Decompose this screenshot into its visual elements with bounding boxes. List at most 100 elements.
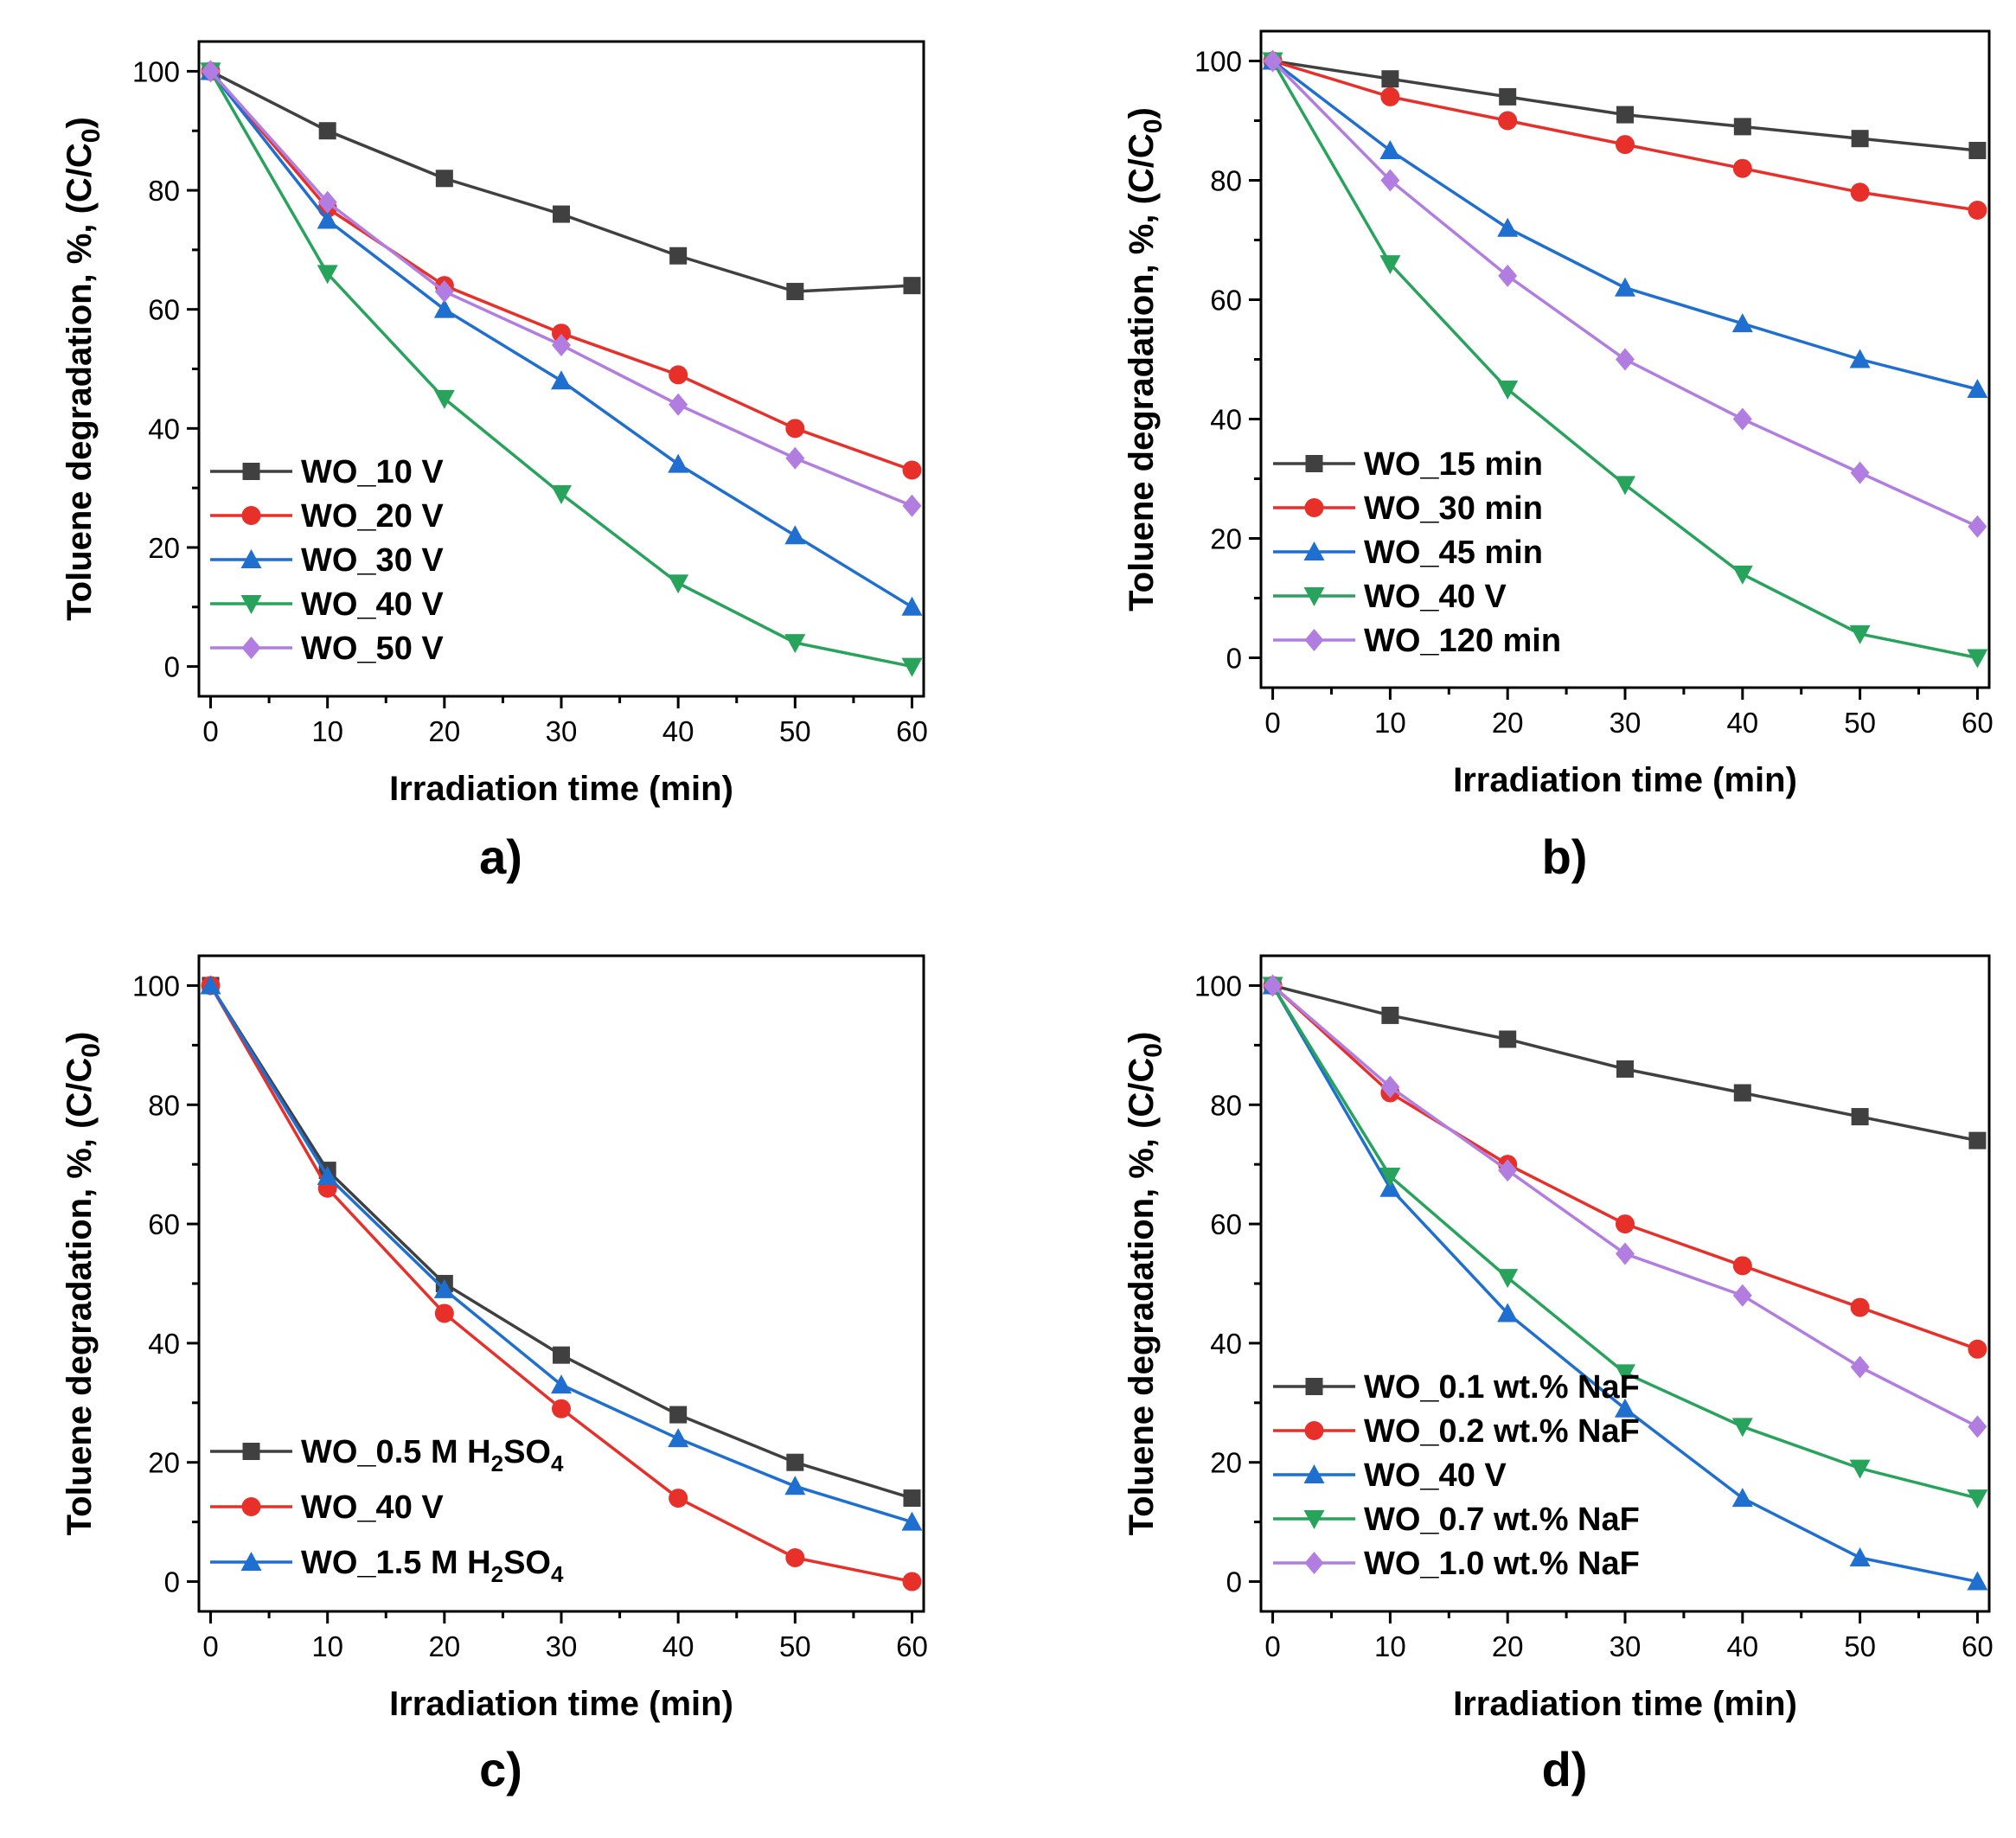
y-tick-label: 40 (1210, 404, 1242, 436)
data-point (1850, 183, 1870, 202)
legend-entry-name: WO_40 V (301, 586, 444, 623)
y-tick-label: 20 (148, 1447, 180, 1479)
legend-entry: WO_30 V (301, 542, 444, 579)
y-axis-title-close: ) (1123, 107, 1161, 118)
legend: WO_15 min WO_30 min WO_45 min WO_40 V WO_120… (1273, 446, 1561, 659)
legend-entry: WO_0.1 wt.% NaF (1364, 1369, 1640, 1406)
data-point (1850, 1355, 1870, 1379)
legend-marker (1303, 541, 1325, 560)
data-point (1968, 515, 1987, 538)
data-point (903, 1489, 921, 1508)
data-point (317, 265, 338, 285)
data-point (1732, 1284, 1752, 1307)
data-point (1731, 565, 1753, 585)
panel-label: c) (479, 1742, 522, 1796)
y-tick-label: 100 (1194, 46, 1242, 78)
x-tick-label: 60 (896, 715, 928, 747)
data-point (1379, 140, 1401, 159)
data-point (1731, 1488, 1753, 1508)
data-point (785, 419, 805, 439)
data-point (1968, 1339, 1987, 1359)
legend-entry-sub: 2 (491, 1561, 503, 1587)
data-point (902, 494, 922, 517)
data-point (1499, 87, 1517, 106)
legend-marker (1303, 1510, 1325, 1529)
legend-entry: WO_0.7 wt.% NaF (1364, 1502, 1640, 1538)
data-point (1499, 1030, 1517, 1048)
legend-entry-tail: SO (503, 1434, 551, 1470)
legend-entry-name: WO_15 min (1364, 446, 1543, 483)
y-tick-label: 60 (1210, 1208, 1242, 1240)
y-axis-title-sub: 0 (1139, 119, 1168, 134)
data-point (1616, 348, 1635, 371)
legend-marker (1304, 1552, 1324, 1574)
x-tick-label: 60 (1962, 1630, 1994, 1662)
legend-entry: WO_40 V (1364, 579, 1507, 615)
series-line (1271, 984, 1979, 1428)
data-point (1967, 1571, 1988, 1591)
legend-marker (1303, 587, 1325, 606)
x-tick-label: 60 (896, 1630, 928, 1662)
y-tick-label: 100 (132, 55, 180, 87)
data-point (434, 280, 454, 304)
data-point (1967, 1489, 1988, 1509)
legend-entry: WO_1.5 M H2SO4 (301, 1545, 564, 1587)
data-point (901, 596, 923, 616)
y-axis-title-sub: 0 (77, 129, 106, 144)
legend-entry: WO_0.5 M H2SO4 (301, 1434, 564, 1476)
x-axis-title: Irradiation time (min) (389, 770, 733, 808)
data-point (552, 1399, 571, 1419)
x-tick-label: 20 (428, 1630, 460, 1662)
series-line (209, 70, 913, 508)
data-point (1380, 1075, 1400, 1098)
y-tick-label: 40 (1210, 1328, 1242, 1360)
x-tick-label: 20 (1492, 707, 1524, 739)
data-point (1731, 313, 1753, 333)
panel-label: a) (479, 829, 522, 884)
y-tick-label: 20 (1210, 523, 1242, 555)
legend-entry: WO_45 min (1364, 535, 1543, 571)
y-axis-title-close: ) (61, 117, 99, 128)
y-tick-label: 0 (164, 1566, 180, 1598)
data-point (1616, 106, 1634, 124)
y-tick-label: 100 (132, 970, 180, 1002)
x-tick-label: 10 (311, 1630, 343, 1662)
data-point (553, 205, 570, 223)
legend-entry-name: WO_30 min (1364, 490, 1543, 527)
chart-panel-a: 0 10 20 30 40 50 60 0 20 40 60 80 100 Irradiation tim… (61, 40, 928, 884)
x-tick-label: 30 (546, 715, 578, 747)
y-axis-title: Toluene degradation, %, (C/C0) (61, 1032, 106, 1536)
legend-entry-sub2: 4 (551, 1451, 564, 1476)
legend-entry-name: WO_40 V (1364, 1457, 1507, 1494)
data-point (1733, 1084, 1751, 1102)
x-axis-title: Irradiation time (min) (389, 1685, 733, 1723)
data-point (1968, 1415, 1987, 1438)
x-tick-label: 40 (662, 1630, 694, 1662)
series-line (209, 984, 912, 1500)
y-axis-title: Toluene degradation, %, (C/C0) (61, 117, 106, 621)
panel-label: b) (1542, 829, 1588, 884)
data-point (1616, 1214, 1635, 1234)
data-point (1968, 142, 1987, 159)
y-axis-title-sub: 0 (77, 1043, 106, 1058)
series-line (209, 70, 913, 472)
legend-entry-name: WO_0.5 M H (301, 1434, 491, 1470)
chart-panel-d: 0 10 20 30 40 50 60 0 20 40 60 80 100 Irradiation tim… (1123, 954, 1994, 1796)
y-tick-label: 0 (1226, 643, 1242, 675)
data-point (1380, 169, 1400, 192)
legend-entry-name: WO_50 V (301, 631, 444, 667)
data-point (433, 1278, 455, 1298)
data-point (786, 283, 804, 301)
data-point (1497, 217, 1519, 237)
data-point (1379, 1177, 1401, 1197)
data-point (1381, 1006, 1399, 1024)
x-tick-label: 0 (1264, 707, 1280, 739)
x-tick-label: 10 (1374, 1630, 1406, 1662)
y-axis-title-main: Toluene degradation, %, (C/C (61, 143, 99, 621)
legend-entry-name: WO_120 min (1364, 623, 1561, 659)
data-point (1616, 135, 1635, 155)
x-tick-label: 50 (1844, 707, 1876, 739)
legend-marker (240, 1552, 262, 1571)
y-tick-label: 40 (148, 413, 180, 445)
